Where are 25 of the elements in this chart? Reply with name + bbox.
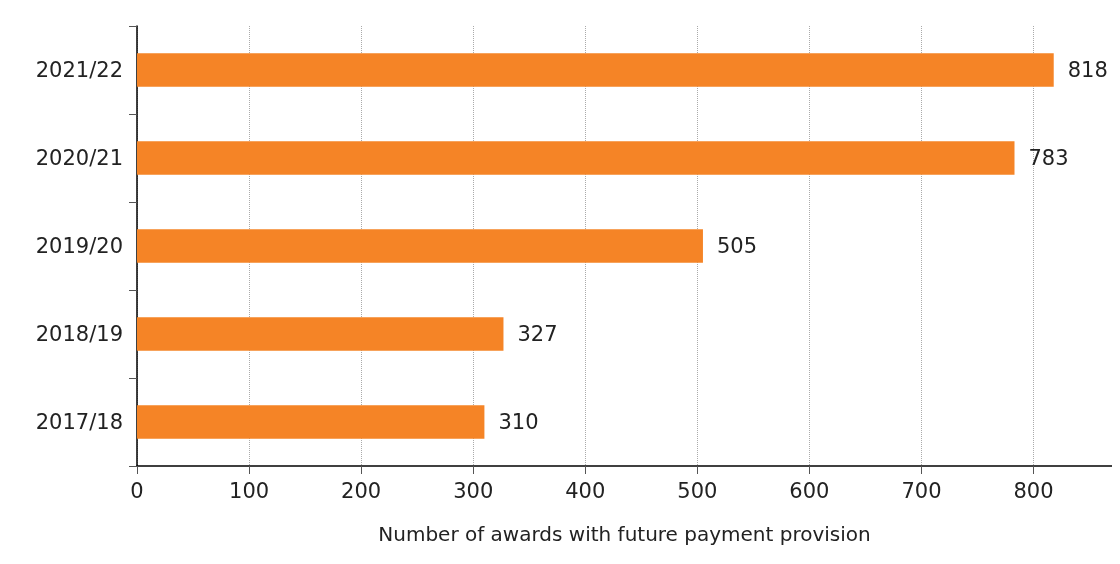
x-tick-label: 200: [341, 478, 382, 503]
x-tick-label: 300: [453, 478, 494, 503]
data-label: 327: [517, 322, 558, 346]
x-tick-label: 500: [677, 478, 718, 503]
bar: [137, 141, 1015, 175]
data-label: 505: [716, 234, 758, 258]
y-tick-label: 2019/20: [35, 234, 123, 258]
y-tick-label: 2020/21: [35, 146, 123, 170]
x-tick-label: 600: [789, 478, 830, 503]
x-tick-label: 100: [229, 478, 270, 503]
y-tick-label: 2021/22: [35, 58, 123, 82]
data-label: 783: [1028, 146, 1069, 170]
data-label: 818: [1067, 58, 1108, 82]
y-tick-label: 2017/18: [35, 410, 123, 434]
bar: [137, 229, 703, 263]
bar: [137, 405, 485, 439]
x-tick-label: 400: [565, 478, 606, 503]
bar: [137, 53, 1054, 87]
x-tick-label: 800: [1013, 478, 1054, 503]
data-label: 310: [498, 410, 539, 434]
y-tick-label: 2018/19: [35, 322, 123, 346]
bar: [137, 317, 504, 351]
x-tick-label: 700: [901, 478, 942, 503]
x-axis-title: Number of awards with future payment provision: [378, 522, 871, 546]
x-tick-label: 0: [130, 478, 144, 503]
